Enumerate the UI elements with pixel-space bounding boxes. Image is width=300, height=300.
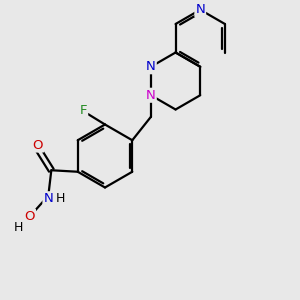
Text: F: F (80, 104, 87, 118)
Text: O: O (33, 139, 43, 152)
Text: N: N (44, 192, 53, 205)
Text: N: N (195, 3, 205, 16)
Text: H: H (14, 221, 23, 234)
Text: H: H (56, 192, 66, 205)
Text: N: N (146, 60, 156, 73)
Text: N: N (146, 89, 156, 102)
Text: O: O (25, 210, 35, 223)
